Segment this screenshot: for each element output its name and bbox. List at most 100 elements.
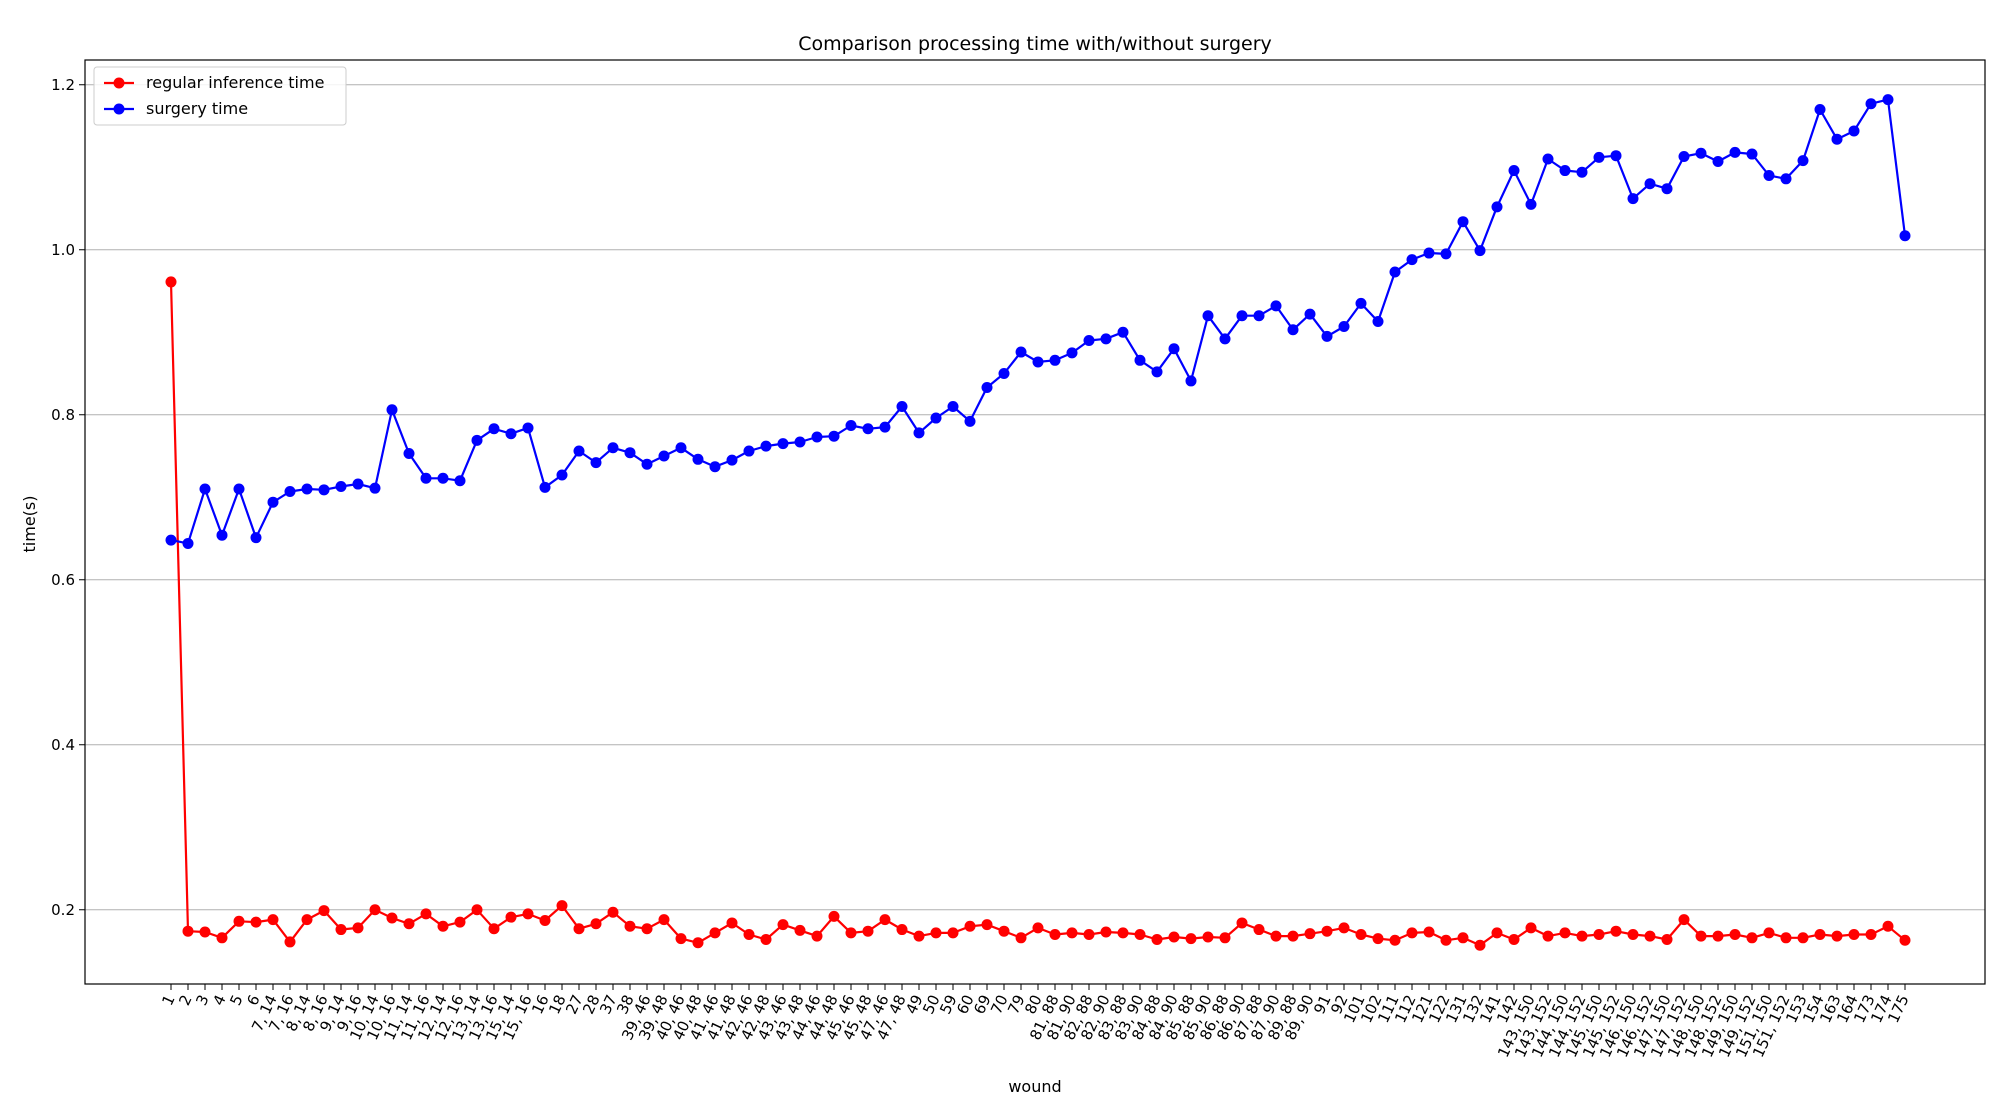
data-point (301, 483, 313, 495)
data-point (1219, 333, 1231, 345)
data-point (726, 454, 738, 466)
data-point (1134, 354, 1146, 366)
legend-marker (113, 103, 125, 115)
legend-marker (113, 77, 125, 89)
data-point (1406, 254, 1418, 266)
data-point (1185, 375, 1197, 387)
data-point (1066, 347, 1078, 359)
data-point (1661, 183, 1673, 195)
data-point (505, 911, 517, 923)
data-point (556, 900, 568, 912)
data-point (1508, 165, 1520, 177)
data-point (1321, 925, 1333, 937)
data-point (896, 924, 908, 936)
data-point (998, 925, 1010, 937)
data-point (1491, 201, 1503, 213)
data-point (794, 436, 806, 448)
data-point (675, 933, 687, 945)
y-tick-label: 0.4 (51, 736, 75, 754)
data-point (1542, 153, 1554, 165)
y-tick-label: 0.2 (51, 901, 75, 919)
data-point (250, 532, 262, 544)
data-point (471, 434, 483, 446)
data-point (284, 485, 296, 497)
data-point (1712, 930, 1724, 942)
data-point (760, 440, 772, 452)
data-point (386, 404, 398, 416)
x-axis-label: wound (1008, 1077, 1061, 1096)
data-point (1202, 310, 1214, 322)
data-point (777, 438, 789, 450)
data-point (1253, 924, 1265, 936)
data-point (1763, 170, 1775, 181)
data-point (1695, 930, 1707, 942)
data-point (369, 482, 381, 494)
data-point (658, 914, 670, 926)
data-point (641, 923, 653, 935)
data-point (1627, 193, 1639, 205)
data-point (1015, 346, 1027, 358)
data-point (1729, 146, 1741, 158)
data-point (522, 908, 534, 920)
data-point (1746, 932, 1758, 944)
data-point (420, 908, 432, 920)
data-point (420, 472, 432, 484)
data-point (539, 481, 551, 493)
data-point (658, 450, 670, 462)
data-point (1474, 245, 1486, 257)
data-point (335, 924, 347, 936)
data-point (1576, 166, 1588, 178)
data-point (1372, 316, 1384, 328)
data-point (828, 910, 840, 922)
data-point (1678, 914, 1690, 926)
data-point (386, 912, 398, 924)
data-point (1134, 929, 1146, 940)
legend-frame (93, 66, 347, 126)
data-point (709, 461, 721, 473)
data-point (1746, 148, 1758, 160)
data-point (1355, 929, 1367, 940)
data-point (1797, 155, 1809, 167)
data-point (267, 496, 279, 508)
data-point (352, 478, 364, 490)
data-point (1576, 930, 1588, 942)
data-point (1406, 927, 1418, 939)
data-point (1066, 927, 1078, 939)
data-point (879, 421, 891, 433)
data-point (1440, 248, 1452, 260)
data-point (454, 916, 466, 928)
data-point (1865, 929, 1877, 940)
data-point (1321, 330, 1333, 342)
data-point (1814, 104, 1826, 115)
legend-item: surgery time (104, 99, 248, 118)
data-point (726, 917, 738, 929)
data-point (1610, 150, 1622, 162)
data-point (1644, 930, 1656, 942)
data-point (1457, 216, 1469, 228)
data-point (981, 382, 993, 394)
data-point (930, 412, 942, 424)
data-point (1151, 366, 1163, 378)
data-point (913, 427, 925, 439)
data-point (1287, 324, 1299, 336)
data-point (624, 920, 636, 932)
data-point (301, 914, 313, 926)
data-point (1100, 333, 1112, 345)
data-point (1678, 151, 1690, 163)
legend: regular inference time surgery time (93, 66, 347, 126)
data-point (760, 933, 772, 945)
data-point (505, 428, 517, 440)
data-point (1610, 925, 1622, 937)
data-point (896, 401, 908, 412)
data-point (403, 918, 415, 930)
data-point (590, 457, 602, 469)
data-point (1270, 300, 1282, 312)
y-tick-label: 0.6 (51, 571, 75, 589)
data-point (1627, 929, 1639, 940)
data-point (590, 918, 602, 930)
data-point (1712, 155, 1724, 167)
data-point (1372, 933, 1384, 945)
data-point (165, 534, 177, 546)
data-point (1168, 931, 1180, 943)
